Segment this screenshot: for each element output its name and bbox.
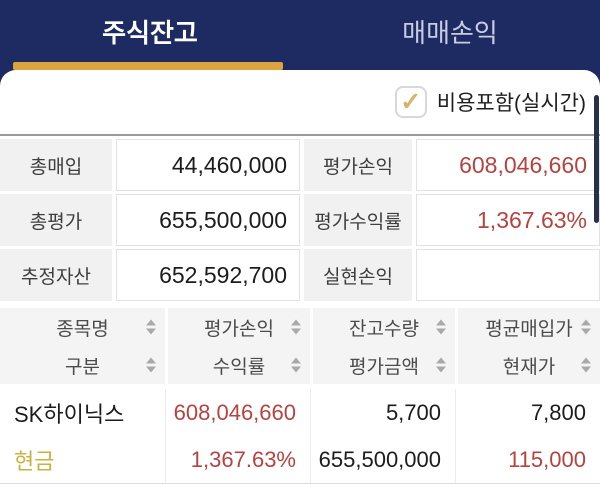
summary-label-realized-pl: 실현손익: [304, 249, 412, 301]
summary-value-eval-pl: 608,046,660: [416, 139, 600, 191]
sort-return-rate[interactable]: 수익률: [168, 346, 310, 384]
account-summary: 총매입 44,460,000 평가손익 608,046,660 총평가 655,…: [0, 136, 600, 301]
summary-label-est-assets: 추정자산: [0, 249, 112, 301]
header-col-price: 평균매입가 현재가: [458, 308, 600, 384]
active-tab-underline: [13, 62, 283, 70]
header-stock-name-label: 종목명: [56, 318, 109, 340]
header-col-pl: 평가손익 수익률: [168, 308, 310, 384]
holdings-table-header: 종목명 구분 평가손익 수익률: [0, 308, 600, 384]
header-category-label: 구분: [65, 356, 100, 378]
content-card: ✓ 비용포함(실시간) 총매입 44,460,000 평가손익 608,046,…: [0, 70, 600, 486]
header-eval-amount-label: 평가금액: [349, 356, 419, 378]
category-cell: 현금: [14, 448, 55, 474]
summary-label-total-buy: 총매입: [0, 139, 112, 191]
sort-current-price[interactable]: 현재가: [458, 346, 600, 384]
tab-trading-pl[interactable]: 매매손익: [402, 17, 498, 48]
sort-icon: [581, 357, 591, 373]
cost-include-checkbox[interactable]: ✓: [394, 86, 427, 118]
tab-stock-balance[interactable]: 주식잔고: [102, 17, 198, 48]
header-eval-pl-label: 평가손익: [204, 318, 274, 340]
sort-avg-buy-price[interactable]: 평균매입가: [458, 308, 600, 346]
cost-include-label: 비용포함(실시간): [436, 92, 586, 115]
summary-value-total-eval: 655,500,000: [116, 194, 300, 246]
quantity-cell: 5,700: [310, 389, 455, 436]
checkmark-icon: ✓: [400, 87, 422, 116]
eval-amount-cell: 655,500,000: [310, 436, 455, 483]
sort-icon: [581, 319, 591, 335]
holding-row-line1[interactable]: SK하이닉스 608,046,660 5,700 7,800: [0, 389, 600, 436]
tab-bar: 주식잔고 매매손익: [0, 0, 600, 70]
summary-value-realized-pl: [416, 249, 600, 301]
sort-icon: [146, 319, 156, 335]
scrollbar[interactable]: [594, 95, 599, 223]
sort-icon: [291, 357, 301, 373]
sort-icon: [436, 319, 446, 335]
holding-row-line2[interactable]: 현금 1,367.63% 655,500,000 115,000: [0, 436, 600, 484]
current-price-cell: 115,000: [455, 436, 600, 483]
summary-value-total-buy: 44,460,000: [116, 139, 300, 191]
summary-value-eval-return: 1,367.63%: [416, 194, 600, 246]
header-col-quantity: 잔고수량 평가금액: [313, 308, 455, 384]
header-current-price-label: 현재가: [502, 356, 556, 378]
summary-value-est-assets: 652,592,700: [116, 249, 300, 301]
summary-label-eval-return: 평가수익률: [304, 194, 412, 246]
sort-icon: [291, 319, 301, 335]
sort-category[interactable]: 구분: [0, 346, 165, 384]
filter-row: ✓ 비용포함(실시간): [0, 70, 600, 136]
eval-pl-cell: 608,046,660: [165, 389, 310, 436]
summary-label-eval-pl: 평가손익: [304, 139, 412, 191]
sort-eval-pl[interactable]: 평가손익: [168, 308, 310, 346]
sort-eval-amount[interactable]: 평가금액: [313, 346, 455, 384]
sort-icon: [146, 357, 156, 373]
sort-stock-name[interactable]: 종목명: [0, 308, 165, 346]
summary-label-total-eval: 총평가: [0, 194, 112, 246]
header-col-name: 종목명 구분: [0, 308, 165, 384]
sort-quantity[interactable]: 잔고수량: [313, 308, 455, 346]
header-return-rate-label: 수익률: [212, 356, 266, 378]
sort-icon: [436, 357, 446, 373]
return-rate-cell: 1,367.63%: [165, 436, 310, 483]
stock-name-cell: SK하이닉스: [14, 401, 125, 427]
header-quantity-label: 잔고수량: [349, 318, 419, 340]
avg-buy-price-cell: 7,800: [455, 389, 600, 436]
holdings-table-body: SK하이닉스 608,046,660 5,700 7,800 현금 1,367.…: [0, 389, 600, 484]
header-avg-buy-price-label: 평균매입가: [485, 318, 573, 340]
